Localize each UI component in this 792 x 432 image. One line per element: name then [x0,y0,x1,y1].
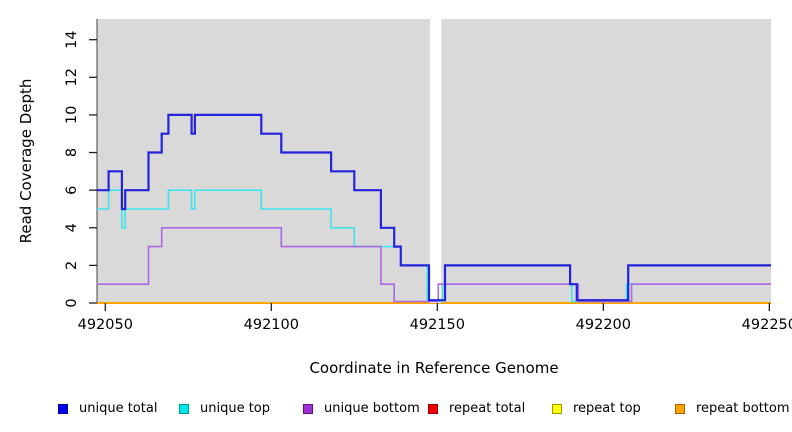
y-tick-label-8: 8 [64,148,80,157]
x-tick-label-492150: 492150 [410,317,465,333]
legend-label: repeat top [573,401,641,416]
legend-item-repeat-top: repeat top [552,402,641,416]
y-axis-title: Read Coverage Depth [17,78,35,244]
legend-swatch-repeat-total [428,404,438,414]
legend-item-unique-top: unique top [179,402,270,416]
series-line-unique-bottom [97,227,771,303]
legend: unique total unique top unique bottom repea… [0,402,792,422]
legend-swatch-repeat-bottom [675,404,685,414]
masked-region [430,19,442,303]
y-tick-label-14: 14 [64,30,80,48]
y-tick-label-0: 0 [64,298,80,307]
legend-label: unique bottom [324,401,420,416]
legend-label: unique total [79,401,158,416]
legend-label: repeat total [449,401,526,416]
y-tick-label-12: 12 [64,68,80,86]
x-tick-label-492050: 492050 [78,317,133,333]
legend-swatch-unique-bottom [303,404,313,414]
x-tick-label-492200: 492200 [576,317,631,333]
legend-label: unique top [200,401,271,416]
legend-swatch-unique-total [58,404,68,414]
legend-item-repeat-total: repeat total [428,402,525,416]
legend-item-unique-bottom: unique bottom [303,402,420,416]
legend-label: repeat bottom [696,401,790,416]
legend-item-repeat-bottom: repeat bottom [675,402,790,416]
y-tick-label-2: 2 [64,261,80,270]
legend-item-unique-total: unique total [58,402,157,416]
x-tick-label-492100: 492100 [244,317,299,333]
series-line-unique-total [97,113,771,302]
x-tick-label-492250: 492250 [742,317,792,333]
y-tick-label-6: 6 [64,186,80,195]
legend-swatch-unique-top [179,404,189,414]
y-tick-label-4: 4 [64,223,80,232]
y-tick-label-10: 10 [64,106,80,124]
x-axis-title: Coordinate in Reference Genome [309,359,559,377]
legend-swatch-repeat-top [552,404,562,414]
